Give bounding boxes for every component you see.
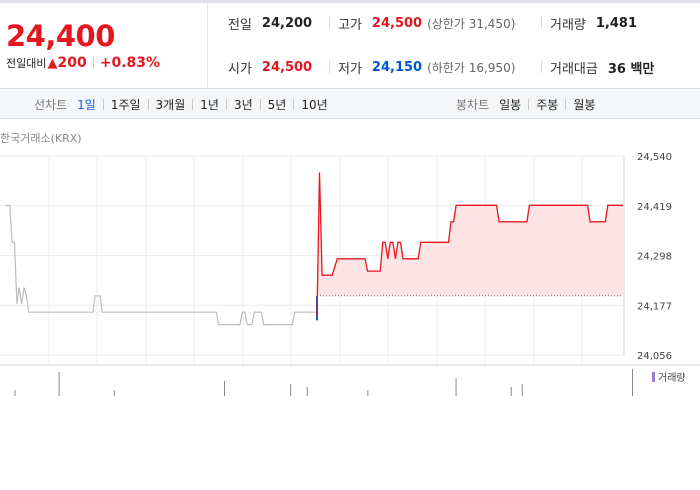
divider [541, 16, 542, 29]
change-row: 전일대비 ▲ 200 +0.83% [6, 55, 160, 71]
stat-value: 24,500 [261, 60, 313, 75]
stat-value: 1,481 [595, 16, 638, 31]
top-border [0, 0, 700, 3]
series-line-prev [5, 204, 316, 326]
stat-label: 시가 [228, 62, 252, 77]
divider [528, 99, 530, 110]
y-tick-label: 24,419 [637, 202, 672, 213]
divider [329, 60, 330, 73]
stat-label: 전일 [228, 18, 252, 33]
tab-3m[interactable]: 3개월 [155, 98, 186, 112]
volume-legend-label: 거래량 [658, 372, 686, 384]
stat-value: 24,500 [371, 16, 423, 31]
up-triangle-icon: ▲ [47, 55, 58, 71]
change-percent: +0.83% [99, 55, 161, 71]
divider [329, 16, 330, 29]
divider [192, 99, 194, 110]
tab-10y[interactable]: 10년 [301, 98, 328, 112]
stat-prev-close: 전일 24,200 [228, 14, 312, 33]
tab-daily[interactable]: 일봉 [499, 98, 522, 112]
stat-high: 고가 24,500 (상한가 31,450) [329, 14, 516, 33]
divider [0, 88, 700, 89]
divider [92, 57, 94, 69]
y-tick-label: 24,540 [637, 152, 672, 163]
series-area [317, 172, 623, 317]
chart-tab-bar: 선차트 1일 1주일 3개월 1년 3년 5년 10년 봉차트 일봉 주봉 월봉 [0, 89, 700, 119]
stat-label: 거래대금 [550, 62, 598, 77]
stat-label: 거래량 [550, 18, 586, 33]
stat-value: 24,150 [371, 60, 423, 75]
tab-5y[interactable]: 5년 [267, 98, 287, 112]
stat-sub: (하한가 16,950) [427, 61, 516, 75]
tab-3y[interactable]: 3년 [233, 98, 253, 112]
tab-1w[interactable]: 1주일 [110, 98, 141, 112]
stat-low: 저가 24,150 (하한가 16,950) [329, 58, 516, 77]
tab-monthly[interactable]: 월봉 [573, 98, 596, 112]
exchange-label: 한국거래소(KRX) [0, 132, 82, 145]
divider [102, 99, 104, 110]
divider [565, 99, 567, 110]
line-chart-label: 선차트 [34, 98, 68, 112]
volume-legend-swatch [652, 372, 655, 382]
tab-1y[interactable]: 1년 [200, 98, 219, 112]
divider [259, 99, 261, 110]
divider [293, 99, 295, 110]
price-summary: 24,400 전일대비 ▲ 200 +0.83% [0, 3, 208, 88]
stat-sub: (상한가 31,450) [427, 17, 516, 31]
stat-open: 시가 24,500 [228, 58, 312, 77]
tab-1d[interactable]: 1일 [77, 98, 96, 112]
divider [225, 99, 227, 110]
series-line-today [316, 172, 623, 317]
line-chart-tabs: 선차트 1일 1주일 3개월 1년 3년 5년 10년 [34, 96, 328, 113]
stat-trade-value: 거래대금 36 백만 [541, 58, 655, 77]
tab-weekly[interactable]: 주봉 [536, 98, 559, 112]
divider [147, 99, 149, 110]
y-tick-label: 24,177 [637, 301, 672, 312]
current-price: 24,400 [6, 19, 115, 53]
divider [541, 60, 542, 73]
candle-chart-tabs: 봉차트 일봉 주봉 월봉 [456, 96, 595, 113]
change-label: 전일대비 [6, 57, 47, 70]
y-tick-label: 24,056 [637, 351, 672, 362]
stat-volume: 거래량 1,481 [541, 14, 638, 33]
candle-chart-label: 봉차트 [456, 98, 490, 112]
stat-label: 고가 [338, 18, 362, 33]
stat-value: 24,200 [261, 16, 313, 31]
change-value: 200 [57, 55, 87, 71]
stats-panel: 전일 24,200 고가 24,500 (상한가 31,450) 거래량 1,4… [208, 3, 700, 88]
stat-label: 저가 [338, 62, 362, 77]
y-tick-label: 24,298 [637, 252, 672, 263]
stat-value: 36 백만 [607, 62, 655, 77]
